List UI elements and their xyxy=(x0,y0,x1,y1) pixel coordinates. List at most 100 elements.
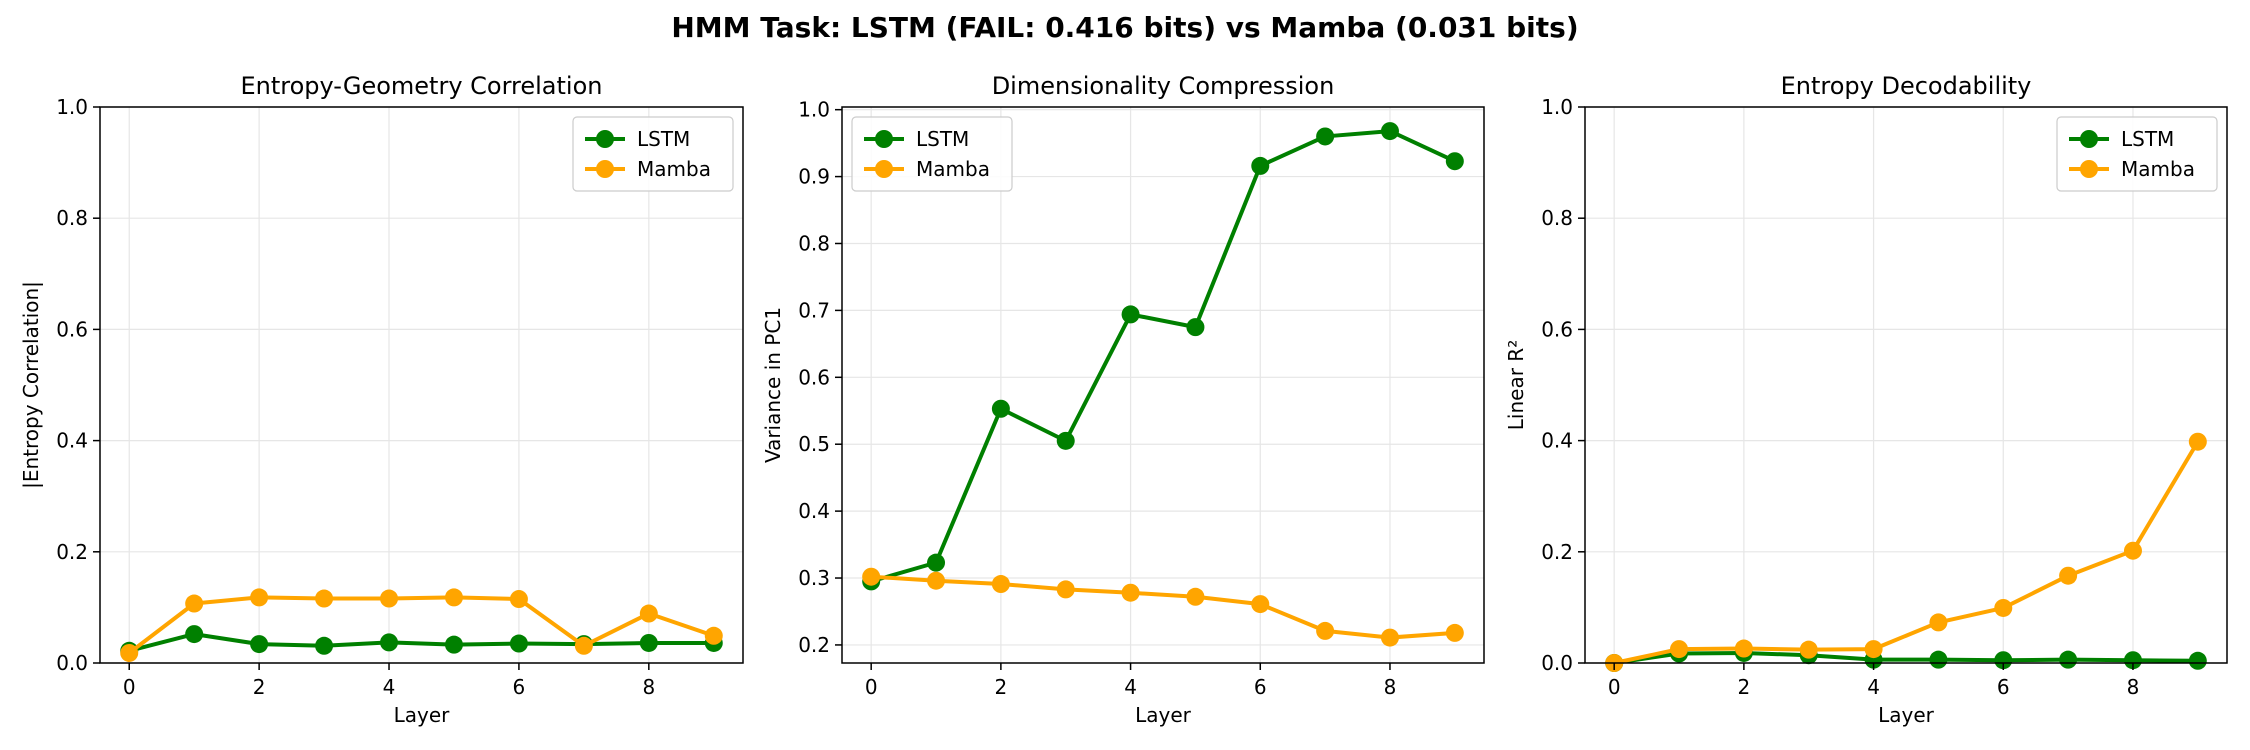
y-tick-label: 0.4 xyxy=(798,499,830,523)
x-tick-label: 6 xyxy=(1997,675,2010,699)
data-point-lstm xyxy=(639,633,658,652)
legend-label-mamba: Mamba xyxy=(916,157,990,181)
x-axis-label: Layer xyxy=(1878,703,1935,727)
x-tick-label: 4 xyxy=(1124,675,1137,699)
legend-marker-mamba xyxy=(2080,160,2098,178)
x-tick-label: 2 xyxy=(1738,675,1751,699)
legend-label-mamba: Mamba xyxy=(637,157,711,181)
x-tick-label: 0 xyxy=(1608,675,1621,699)
legend-marker-mamba xyxy=(875,160,893,178)
y-tick-label: 0.8 xyxy=(1541,206,1573,230)
series-line-lstm xyxy=(1613,650,2198,665)
y-tick-label: 0.4 xyxy=(56,429,88,453)
axes-frame xyxy=(1584,106,2228,664)
data-point-lstm xyxy=(927,553,946,572)
x-tick-label: 2 xyxy=(995,675,1008,699)
series-line-mamba xyxy=(1613,440,2200,665)
y-tick-label: 0.3 xyxy=(798,566,830,590)
x-tick-label: 6 xyxy=(513,675,526,699)
x-tick-label: 2 xyxy=(253,675,266,699)
data-point-mamba xyxy=(1056,580,1075,599)
y-tick-label: 0.6 xyxy=(56,317,88,341)
x-tick-label: 4 xyxy=(1867,675,1880,699)
x-axis-label: Layer xyxy=(394,703,451,727)
panel-title: Entropy Decodability xyxy=(1781,72,2032,100)
y-tick-label: 0.2 xyxy=(56,540,88,564)
data-point-mamba xyxy=(927,571,946,590)
x-tick-label: 8 xyxy=(642,675,655,699)
y-tick-label: 0.4 xyxy=(1541,429,1573,453)
data-point-mamba xyxy=(1251,595,1270,614)
y-tick-label: 1.0 xyxy=(56,95,88,119)
y-tick-label: 0.0 xyxy=(1541,651,1573,675)
legend-marker-lstm xyxy=(596,130,614,148)
data-point-lstm xyxy=(509,634,528,653)
data-point-lstm xyxy=(1929,650,1948,669)
data-point-lstm xyxy=(991,399,1010,418)
y-tick-label: 0.6 xyxy=(1541,317,1573,341)
data-point-lstm xyxy=(185,625,204,644)
series-line-lstm xyxy=(128,632,714,653)
chart-panel-1: 0 2 4 6 8 0.0 0.2 0.4 0.6 0.8 1.0 Entropy-Geometry … xyxy=(19,72,744,727)
data-point-mamba xyxy=(315,589,334,608)
y-tick-label: 1.0 xyxy=(1541,95,1573,119)
y-axis-label: Linear R² xyxy=(1504,340,1528,430)
data-point-lstm xyxy=(315,636,334,655)
y-tick-label: 0.0 xyxy=(56,651,88,675)
y-tick-label: 0.8 xyxy=(798,231,830,255)
data-point-mamba xyxy=(1929,613,1948,632)
y-tick-label: 0.2 xyxy=(1541,540,1573,564)
x-tick-label: 8 xyxy=(1384,675,1397,699)
y-tick-label: 0.6 xyxy=(798,365,830,389)
x-tick-label: 8 xyxy=(2127,675,2140,699)
y-tick-label: 0.5 xyxy=(798,432,830,456)
data-point-mamba xyxy=(2059,566,2078,585)
data-point-lstm xyxy=(1380,122,1399,141)
x-tick-label: 0 xyxy=(123,675,136,699)
data-point-mamba xyxy=(704,626,723,645)
data-point-mamba xyxy=(1186,587,1205,606)
data-point-mamba xyxy=(185,594,204,613)
data-point-lstm xyxy=(1316,127,1335,146)
x-axis-label: Layer xyxy=(1135,703,1192,727)
data-point-mamba xyxy=(991,575,1010,594)
data-point-mamba xyxy=(1994,598,2013,617)
axes-frame xyxy=(99,106,744,664)
data-point-mamba xyxy=(862,567,881,586)
y-tick-label: 1.0 xyxy=(798,98,830,122)
data-point-mamba xyxy=(1121,583,1140,602)
y-axis-label: |Entropy Correlation| xyxy=(19,281,43,489)
data-point-lstm xyxy=(444,635,463,654)
data-point-lstm xyxy=(1056,431,1075,450)
panel-title: Entropy-Geometry Correlation xyxy=(240,72,602,100)
chart-panel-3: 0 2 4 6 8 0.0 0.2 0.4 0.6 0.8 1.0 Entropy Decodabil… xyxy=(1504,72,2228,727)
data-point-lstm xyxy=(2123,651,2142,670)
legend-marker-lstm xyxy=(2080,130,2098,148)
axes-frame xyxy=(841,106,1485,664)
data-point-lstm xyxy=(2059,650,2078,669)
series-line-mamba xyxy=(128,595,715,655)
data-point-lstm xyxy=(1994,651,2013,670)
data-point-mamba xyxy=(380,589,399,608)
data-point-lstm xyxy=(2188,651,2207,670)
data-point-lstm xyxy=(1121,305,1140,324)
y-axis-label: Variance in PC1 xyxy=(761,307,785,463)
legend-marker-mamba xyxy=(596,160,614,178)
panel-title: Dimensionality Compression xyxy=(992,72,1335,100)
series-line-mamba xyxy=(871,574,1455,640)
series-line-lstm xyxy=(870,129,1456,584)
chart-panel-2: 0 2 4 6 8 0.2 0.3 0.4 0.5 0.6 0.7 0.8 0.9 1.0 Dimensio… xyxy=(761,72,1485,727)
data-point-lstm xyxy=(250,635,269,654)
data-point-lstm xyxy=(380,633,399,652)
x-tick-label: 4 xyxy=(383,675,396,699)
data-point-lstm xyxy=(1445,152,1464,171)
data-point-lstm xyxy=(1251,156,1270,175)
data-point-mamba xyxy=(250,588,269,607)
y-tick-label: 0.2 xyxy=(798,633,830,657)
y-tick-label: 0.7 xyxy=(798,298,830,322)
legend-label-lstm: LSTM xyxy=(916,127,969,151)
data-point-mamba xyxy=(1734,639,1753,658)
legend: LSTM Mamba xyxy=(2056,116,2218,192)
data-point-mamba xyxy=(2188,432,2207,451)
